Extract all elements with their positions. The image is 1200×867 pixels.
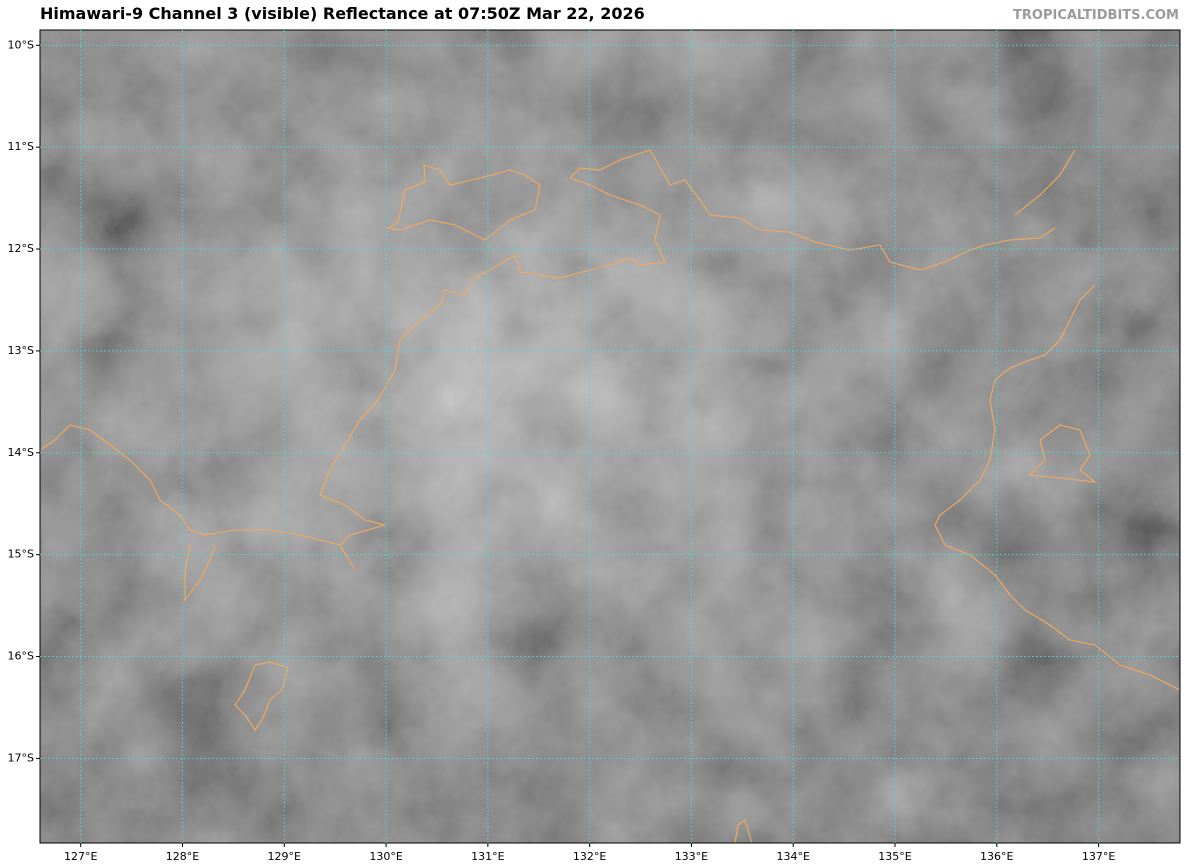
map-frame [39, 29, 1181, 844]
x-tick-label: 137°E [1082, 850, 1115, 863]
x-tick-label: 135°E [878, 850, 911, 863]
x-tick-label: 133°E [675, 850, 708, 863]
y-tick-label: 17°S [8, 751, 34, 764]
y-tick-label: 10°S [8, 38, 34, 51]
cloud-shade [40, 30, 1180, 843]
y-tick-label: 11°S [8, 140, 34, 153]
x-tick-label: 136°E [980, 850, 1013, 863]
y-tick-label: 13°S [8, 344, 34, 357]
y-tick-label: 16°S [8, 650, 34, 663]
coastlines [40, 149, 1180, 843]
x-tick-label: 129°E [268, 850, 301, 863]
y-tick-label: 14°S [8, 446, 34, 459]
title: Himawari-9 Channel 3 (visible) Reflectan… [40, 4, 645, 23]
x-tick-label: 132°E [573, 850, 606, 863]
x-tick-label: 131°E [471, 850, 504, 863]
y-tick-label: 12°S [8, 242, 34, 255]
x-tick-label: 127°E [64, 850, 97, 863]
x-tick-label: 130°E [369, 850, 402, 863]
x-tick-label: 134°E [776, 850, 809, 863]
x-tick-label: 128°E [166, 850, 199, 863]
y-tick-label: 15°S [8, 548, 34, 561]
satellite-image [40, 30, 1180, 843]
source-credit: TROPICALTIDBITS.COM [1013, 8, 1179, 23]
